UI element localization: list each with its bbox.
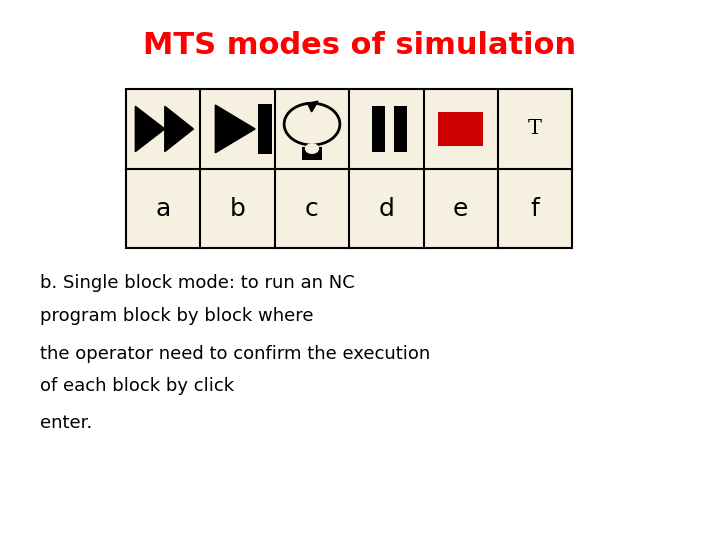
Polygon shape (165, 106, 194, 152)
Bar (302, 147, 323, 160)
Text: a: a (156, 197, 171, 220)
Text: b: b (230, 197, 246, 220)
Text: the operator need to confirm the execution: the operator need to confirm the executi… (40, 345, 430, 363)
Polygon shape (215, 105, 255, 153)
Text: T: T (528, 119, 542, 138)
Polygon shape (135, 106, 165, 152)
Text: b. Single block mode: to run an NC: b. Single block mode: to run an NC (40, 274, 354, 293)
Text: of each block by click: of each block by click (40, 377, 234, 395)
Bar (395, 106, 407, 152)
Polygon shape (307, 101, 318, 112)
Text: enter.: enter. (40, 414, 92, 433)
Text: MTS modes of simulation: MTS modes of simulation (143, 31, 577, 60)
Text: e: e (453, 197, 469, 220)
Circle shape (305, 143, 319, 154)
Bar (438, 112, 483, 146)
Text: c: c (305, 197, 319, 220)
Bar (126, 89, 572, 248)
Text: d: d (379, 197, 395, 220)
Bar (372, 106, 384, 152)
Text: program block by block where: program block by block where (40, 307, 313, 325)
Bar (258, 104, 272, 154)
Text: f: f (531, 197, 539, 220)
